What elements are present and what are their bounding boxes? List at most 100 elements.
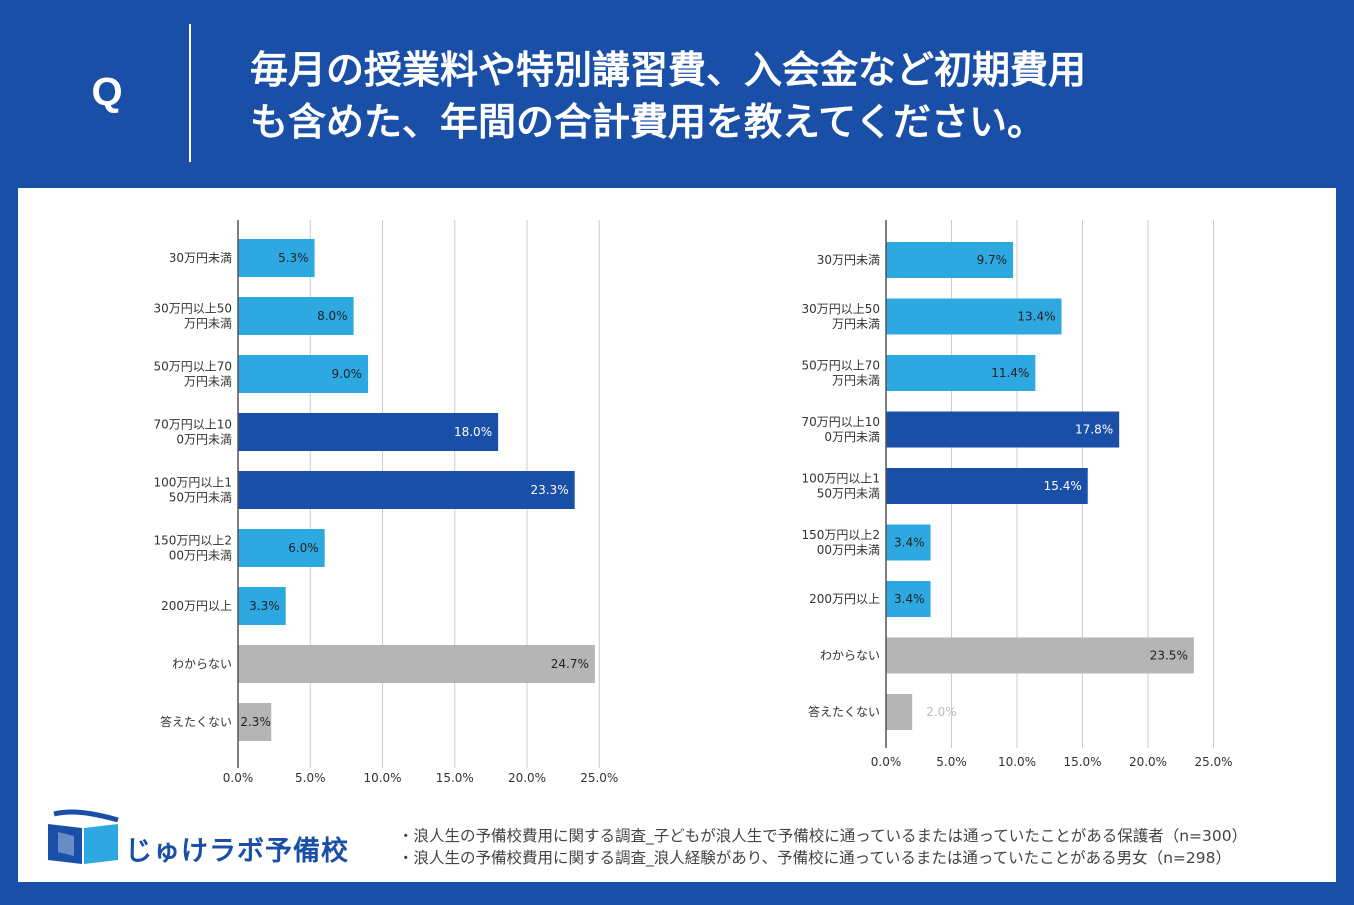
bar: [886, 468, 1088, 504]
category-label: 100万円以上1 50万円未満: [801, 472, 880, 501]
value-label: 3.4%: [894, 592, 925, 606]
bar: [886, 637, 1194, 674]
footnote-2: ・浪人生の予備校費用に関する調査_浪人経験があり、予備校に通っているまたは通って…: [398, 849, 1231, 867]
category-label: 200万円以上: [809, 592, 880, 606]
value-label: 13.4%: [1017, 310, 1055, 324]
category-label-line: 30万円以上50: [801, 302, 880, 316]
x-tick-label: 10.0%: [363, 771, 401, 785]
category-label: 150万円以上2 00万円未満: [801, 528, 880, 557]
category-label-line: 万円未満: [832, 317, 880, 331]
bar: [238, 529, 325, 567]
category-label-line: 0万円未満: [176, 433, 232, 447]
category-label: 30万円以上50 万円未満: [153, 302, 232, 331]
header-divider: [189, 24, 191, 162]
category-label-line: 30万円未満: [169, 251, 232, 265]
category-label-line: 150万円以上2: [153, 534, 232, 548]
logo-text: じゅけラボ予備校: [125, 836, 349, 867]
category-label-line: 0万円未満: [824, 430, 880, 444]
bar: [886, 298, 1062, 335]
bar: [238, 239, 315, 277]
category-label: 50万円以上70 万円未満: [801, 359, 880, 388]
value-label: 9.7%: [977, 253, 1008, 267]
q-label: Q: [91, 70, 123, 114]
category-label: 30万円未満: [817, 253, 880, 267]
category-label: 30万円未満: [169, 251, 232, 265]
x-tick-label: 15.0%: [1063, 755, 1101, 769]
category-label-line: 万円未満: [184, 375, 232, 389]
bar: [238, 413, 499, 451]
question-line-2: も含めた、年間の合計費用を教えてください。: [250, 100, 1045, 144]
value-label: 2.0%: [926, 705, 957, 719]
footnotes: ・浪人生の予備校費用に関する調査_子どもが浪人生で予備校に通っているまたは通って…: [398, 825, 1328, 869]
category-label-line: 150万円以上2: [801, 528, 880, 542]
category-label-line: 50万円未満: [817, 487, 880, 501]
category-label-line: 70万円以上10: [153, 418, 232, 432]
category-label-line: 30万円未満: [817, 253, 880, 267]
category-label-line: 答えたくない: [160, 714, 232, 729]
value-label: 3.3%: [249, 599, 280, 613]
value-label: 23.3%: [531, 483, 569, 497]
x-tick-label: 15.0%: [436, 771, 474, 785]
value-label: 9.0%: [332, 367, 363, 381]
category-label: 答えたくない: [808, 704, 880, 719]
category-label: 200万円以上: [161, 599, 232, 613]
category-label: 150万円以上2 00万円未満: [153, 534, 232, 563]
chart-students: 0.0% 5.0% 10.0% 15.0% 20.0% 25.0% 30万円未満 9.7% 30…: [801, 220, 1233, 769]
category-label-line: 200万円以上: [161, 599, 232, 613]
value-label: 11.4%: [991, 366, 1029, 380]
value-label: 5.3%: [278, 251, 309, 265]
bar: [886, 242, 1014, 278]
bar: [886, 524, 931, 561]
x-tick-label: 25.0%: [1194, 755, 1232, 769]
footnote-1: ・浪人生の予備校費用に関する調査_子どもが浪人生で予備校に通っているまたは通って…: [398, 827, 1248, 845]
category-label: わからない: [820, 649, 880, 663]
value-label: 24.7%: [551, 657, 589, 671]
category-label: 答えたくない: [160, 714, 232, 729]
value-label: 17.8%: [1075, 423, 1113, 437]
category-label-line: 50万円以上70: [801, 359, 880, 373]
category-label-line: 万円未満: [184, 317, 232, 331]
category-label-line: 50万円以上70: [153, 360, 232, 374]
bar: [886, 581, 931, 617]
category-label-line: 万円未満: [832, 374, 880, 388]
category-label-line: 200万円以上: [809, 592, 880, 606]
x-tick-label: 0.0%: [223, 771, 254, 785]
chart-parents: 0.0% 5.0% 10.0% 15.0% 20.0% 25.0% 30万円未満 5.3% 30…: [153, 220, 618, 785]
category-label: わからない: [172, 657, 232, 671]
x-tick-label: 10.0%: [998, 755, 1036, 769]
bar: [238, 297, 354, 335]
category-label: 70万円以上10 0万円未満: [801, 415, 880, 444]
bar: [238, 355, 369, 393]
bar: [238, 587, 286, 625]
category-label-line: 100万円以上1: [153, 476, 232, 490]
category-label: 30万円以上50 万円未満: [801, 302, 880, 331]
category-label: 100万円以上1 50万円未満: [153, 476, 232, 505]
book-logo-icon: [48, 809, 119, 864]
x-tick-label: 5.0%: [295, 771, 326, 785]
category-label: 50万円以上70 万円未満: [153, 360, 232, 389]
category-label-line: 00万円未満: [169, 549, 232, 563]
value-label: 3.4%: [894, 536, 925, 550]
category-label-line: 100万円以上1: [801, 472, 880, 486]
chart-panel: 0.0% 5.0% 10.0% 15.0% 20.0% 25.0% 30万円未満 5.3% 30…: [18, 188, 1336, 882]
category-label-line: 00万円未満: [817, 543, 880, 557]
question-header: Q 毎月の授業料や特別講習費、入会金など初期費用 も含めた、年間の合計費用を教え…: [0, 0, 1354, 188]
category-label-line: 50万円未満: [169, 491, 232, 505]
value-label: 8.0%: [317, 309, 348, 323]
value-label: 23.5%: [1150, 649, 1188, 663]
x-tick-label: 5.0%: [936, 755, 967, 769]
value-label: 6.0%: [288, 541, 319, 555]
value-label: 2.3%: [240, 715, 271, 729]
bar: [238, 471, 575, 509]
category-label-line: わからない: [820, 649, 880, 663]
x-tick-label: 0.0%: [871, 755, 902, 769]
question-line-1: 毎月の授業料や特別講習費、入会金など初期費用: [250, 48, 1087, 92]
value-label: 18.0%: [454, 425, 492, 439]
x-tick-label: 25.0%: [580, 771, 618, 785]
bar: [886, 411, 1120, 448]
x-tick-label: 20.0%: [1129, 755, 1167, 769]
logo: [40, 806, 360, 866]
bar: [886, 355, 1036, 391]
value-label: 15.4%: [1044, 479, 1082, 493]
question-text: 毎月の授業料や特別講習費、入会金など初期費用 も含めた、年間の合計費用を教えてく…: [250, 44, 1250, 148]
